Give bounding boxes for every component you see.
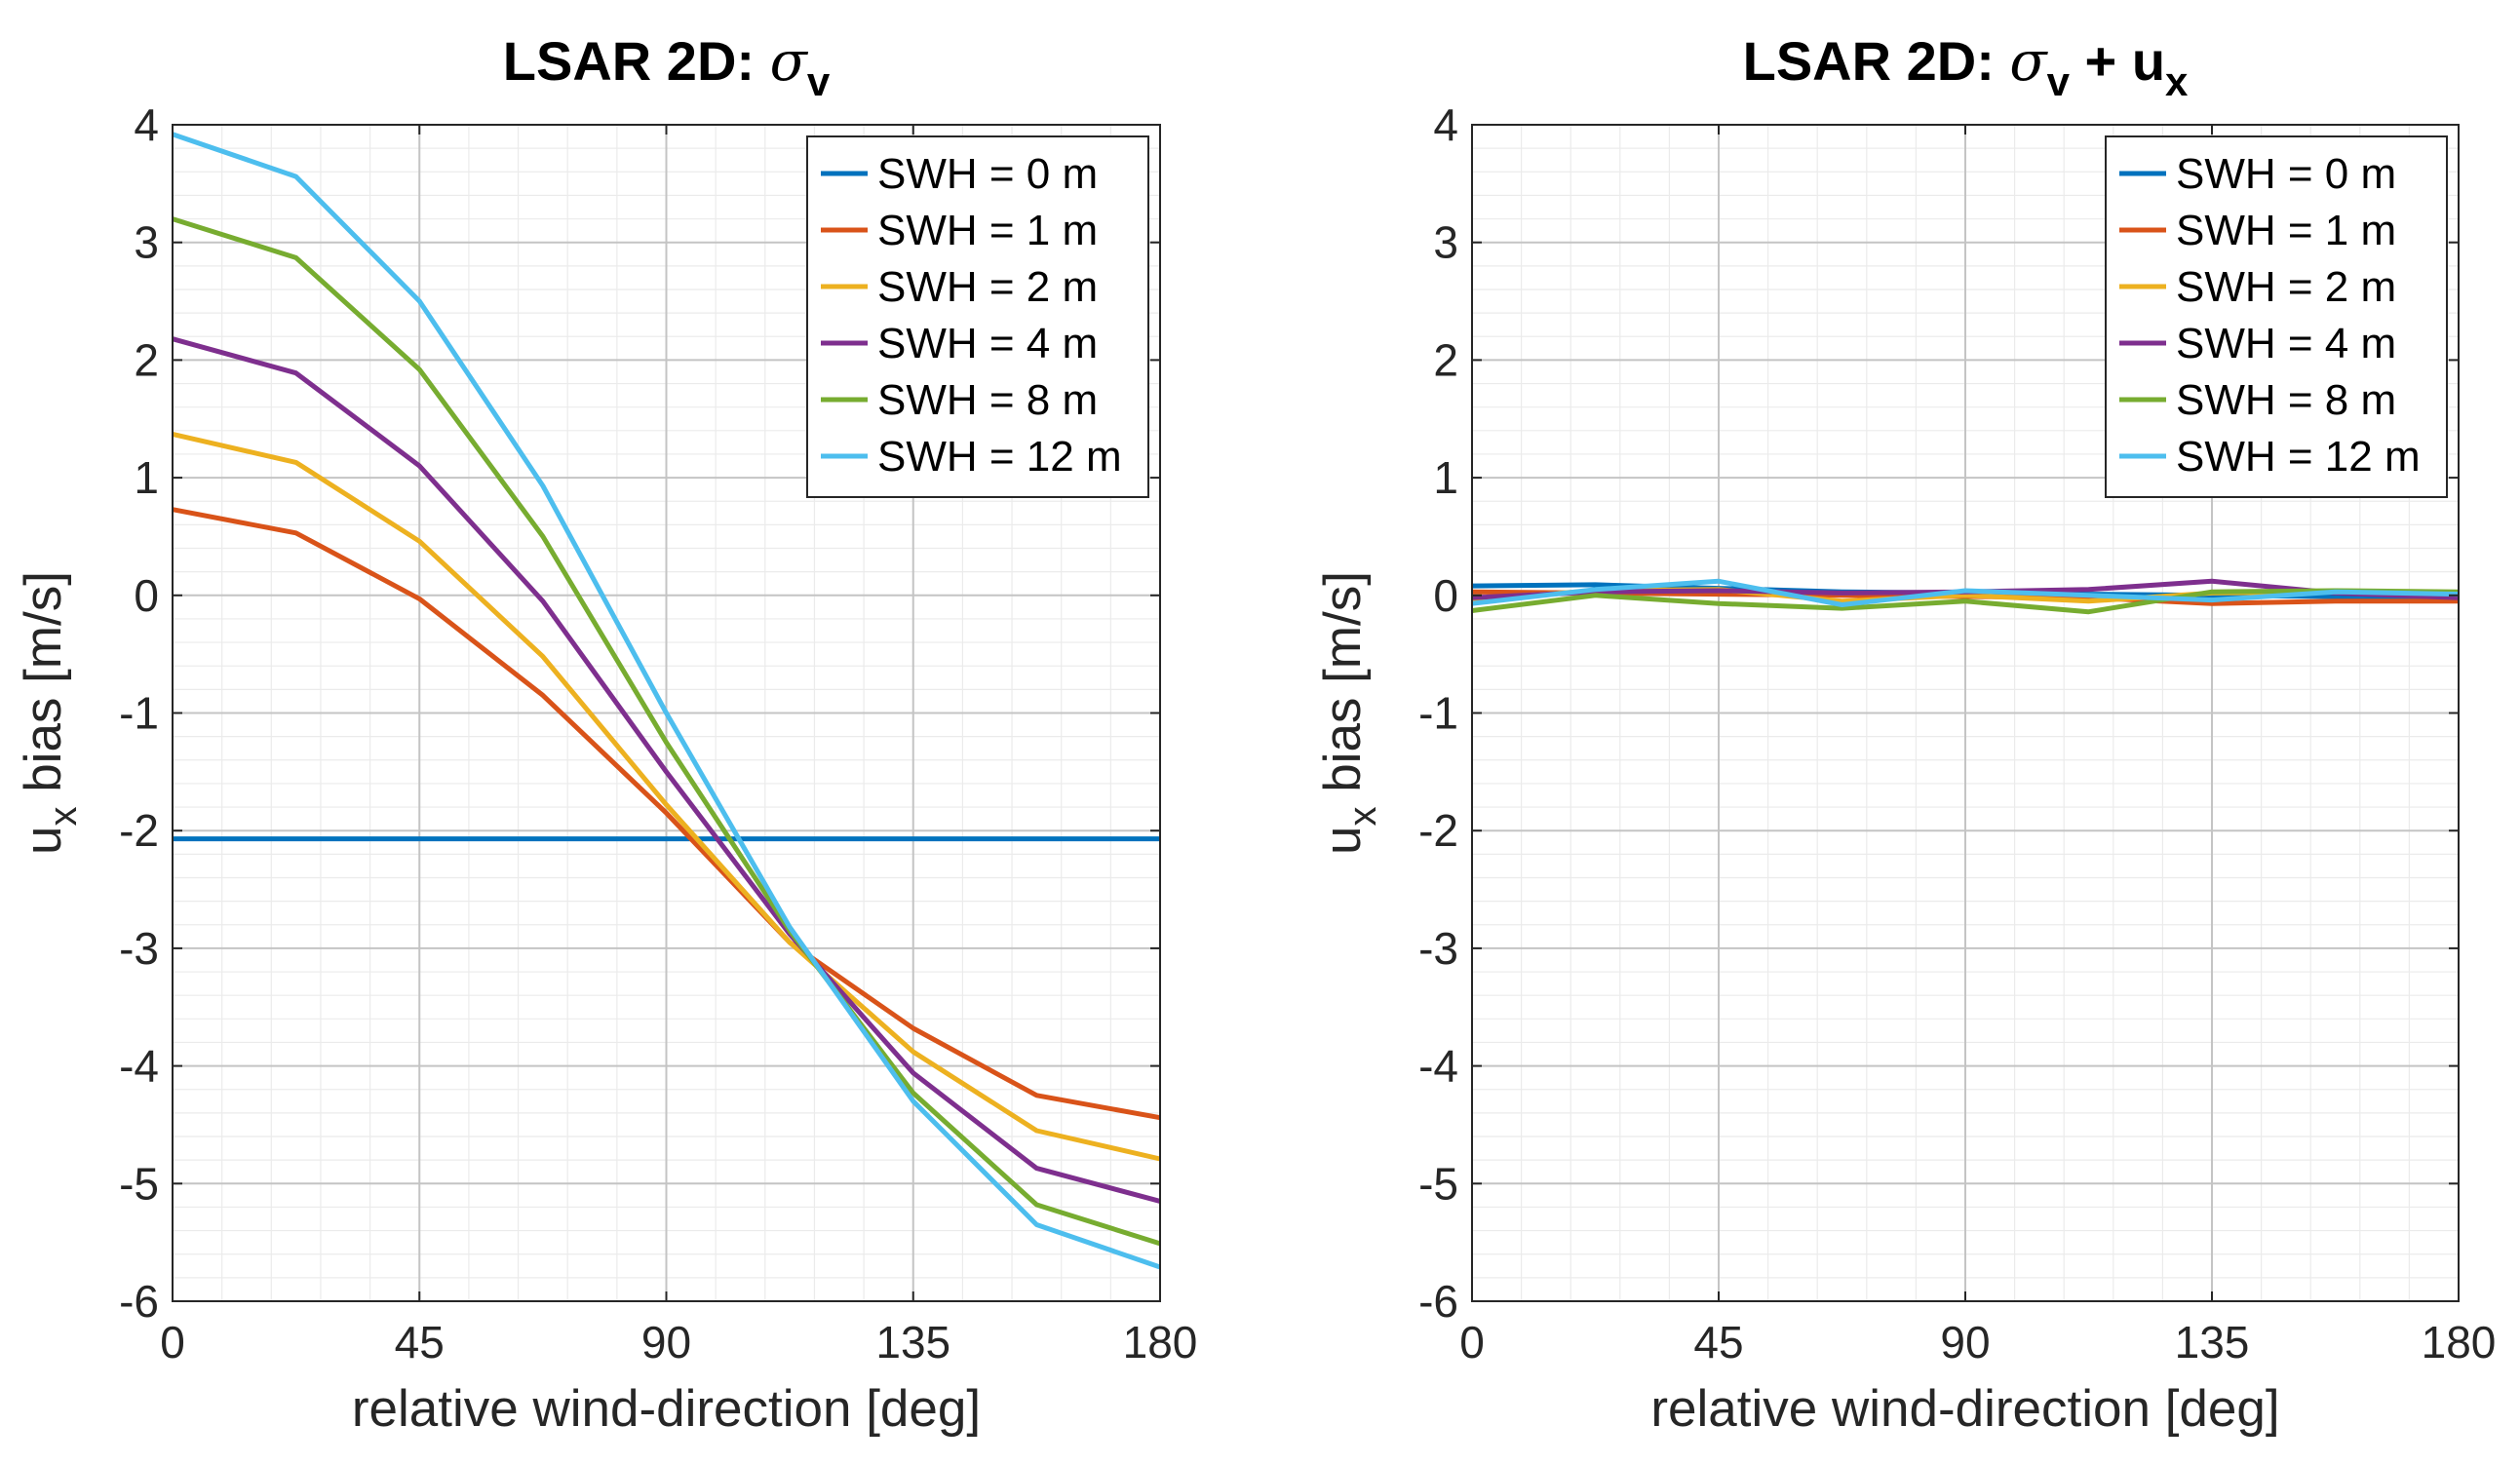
series-lines <box>1471 578 2460 615</box>
chart-title-subscript: v <box>807 58 831 104</box>
legend: SWH = 0 m SWH = 1 m SWH = 2 m SWH = 4 m SWH … <box>806 135 1149 498</box>
y-tick-label: 3 <box>1433 217 1458 268</box>
y-tick-label: -4 <box>119 1041 159 1092</box>
series-line-5 <box>172 132 1161 1270</box>
y-axis-label-main: u <box>1314 827 1372 855</box>
legend-label-4: SWH = 8 m <box>877 376 1098 424</box>
y-tick-label: 0 <box>134 570 159 621</box>
y-tick-label: -1 <box>1418 688 1458 739</box>
chart-title: LSAR 2D: σv <box>503 30 831 104</box>
y-tick-label: 1 <box>1433 452 1458 503</box>
tick-marks <box>172 124 1161 1302</box>
chart-title-prefix: LSAR 2D: <box>1743 30 2010 92</box>
y-tick-label: -5 <box>1418 1158 1458 1209</box>
x-tick-label: 90 <box>641 1317 691 1368</box>
legend-label-4: SWH = 8 m <box>2176 376 2396 424</box>
series-line-4 <box>1471 588 2460 615</box>
x-tick-label: 135 <box>2175 1317 2250 1368</box>
chart-title-suffix-subscript: x <box>2165 58 2189 104</box>
legend-label-1: SWH = 1 m <box>2176 207 2396 254</box>
chart-title-suffix: + u <box>2070 30 2165 92</box>
y-tick-label: 2 <box>1433 334 1458 385</box>
y-axis-label-rest: bias [m/s] <box>1314 571 1372 807</box>
legend-label-2: SWH = 2 m <box>877 263 1098 311</box>
y-axis-label-main: u <box>15 827 72 855</box>
y-tick-label: 1 <box>134 452 159 503</box>
x-tick-label: 45 <box>395 1317 445 1368</box>
left-chart-panel: 0 45 90 135 180 -6 -5 -4 -3 -2 -1 0 1 2 3 4 relative win… <box>15 30 1197 1438</box>
legend-label-0: SWH = 0 m <box>2176 150 2396 198</box>
legend-box <box>806 135 1149 498</box>
y-tick-label: -6 <box>1418 1276 1458 1327</box>
y-axis-label: ux bias [m/s] <box>1314 571 1384 855</box>
x-tick-label: 45 <box>1693 1317 1743 1368</box>
series-line-1 <box>172 507 1161 1121</box>
y-tick-label: 4 <box>134 99 159 150</box>
legend: SWH = 0 m SWH = 1 m SWH = 2 m SWH = 4 m SWH … <box>2105 135 2448 498</box>
legend-box <box>2105 135 2448 498</box>
y-tick-label: 3 <box>134 217 159 268</box>
x-tick-label: 180 <box>1123 1317 1198 1368</box>
y-tick-label: -3 <box>1418 923 1458 974</box>
y-axis-label: ux bias [m/s] <box>15 571 85 855</box>
y-tick-label: -4 <box>1418 1041 1458 1092</box>
x-tick-label: 0 <box>1459 1317 1485 1368</box>
chart-title-subscript: v <box>2047 58 2071 104</box>
y-axis-label-subscript: x <box>42 807 85 827</box>
x-axis-label: relative wind-direction [deg] <box>352 1380 981 1438</box>
x-tick-label: 180 <box>2422 1317 2497 1368</box>
legend-label-3: SWH = 4 m <box>877 320 1098 367</box>
y-axis-label-subscript: x <box>1341 807 1384 827</box>
x-axis-label: relative wind-direction [deg] <box>1650 1380 2279 1438</box>
legend-label-1: SWH = 1 m <box>877 207 1098 254</box>
series-line-5 <box>1471 578 2460 607</box>
series-lines <box>172 132 1161 1270</box>
series-line-3 <box>172 336 1161 1204</box>
y-tick-label: -2 <box>1418 805 1458 856</box>
tick-marks <box>1471 124 2460 1302</box>
legend-label-0: SWH = 0 m <box>877 150 1098 198</box>
legend-label-5: SWH = 12 m <box>2176 433 2421 481</box>
y-tick-label: -2 <box>119 805 159 856</box>
y-tick-label: -1 <box>119 688 159 739</box>
series-line-2 <box>172 431 1161 1162</box>
chart-title-sigma: σ <box>2009 30 2048 94</box>
x-tick-label: 135 <box>875 1317 950 1368</box>
y-tick-label: -3 <box>119 923 159 974</box>
y-tick-label: -5 <box>119 1158 159 1209</box>
legend-label-3: SWH = 4 m <box>2176 320 2396 367</box>
x-tick-label: 0 <box>160 1317 185 1368</box>
series-line-4 <box>172 216 1161 1247</box>
y-tick-label: -6 <box>119 1276 159 1327</box>
y-axis-label-rest: bias [m/s] <box>15 571 72 807</box>
x-tick-label: 90 <box>1940 1317 1990 1368</box>
chart-title-sigma: σ <box>770 30 809 94</box>
legend-label-5: SWH = 12 m <box>877 433 1122 481</box>
chart-title-prefix: LSAR 2D: <box>503 30 770 92</box>
right-chart-panel: 0 45 90 135 180 -6 -5 -4 -3 -2 -1 0 1 2 3 4 relative win… <box>1314 30 2496 1438</box>
y-tick-label: 2 <box>134 334 159 385</box>
legend-label-2: SWH = 2 m <box>2176 263 2396 311</box>
chart-title: LSAR 2D: σv + ux <box>1743 30 2189 104</box>
y-tick-label: 0 <box>1433 570 1458 621</box>
y-tick-label: 4 <box>1433 99 1458 150</box>
